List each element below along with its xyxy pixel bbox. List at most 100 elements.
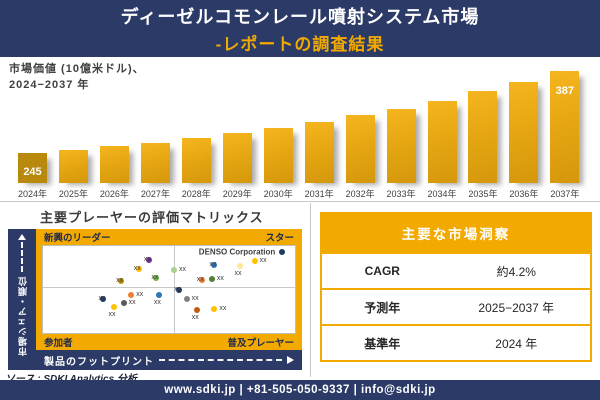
quadrant-label-top-left: 新興のリーダー (44, 233, 111, 244)
matrix-x-axis-band: 製品のフットプリント (36, 350, 302, 370)
right-arrow-icon (287, 356, 294, 364)
matrix-point: xx (208, 275, 224, 285)
horizontal-divider (0, 201, 600, 202)
bar-year-label: 2024年 (17, 189, 48, 199)
matrix-point: xx (151, 274, 162, 284)
dashed-line-horizontal (159, 359, 282, 361)
matrix-point: xx (183, 295, 199, 305)
point-label: xx (108, 310, 116, 318)
scatter-dot (251, 257, 258, 264)
bar-value-label: 245 (23, 166, 42, 178)
scatter-dot (100, 296, 107, 303)
matrix-y-axis-band: 市場シェア・順位 (8, 229, 36, 370)
point-label: xx (98, 295, 106, 303)
chart-label-line2: 2024−2037 年 (9, 78, 90, 91)
bar-year-label: 2027年 (140, 189, 170, 199)
bar-year-label: 2030年 (263, 189, 293, 199)
report-title-line1: ディーゼルコモンレール噴射システム市場 (120, 6, 480, 27)
scatter-dot (198, 276, 205, 283)
matrix-point: xx (134, 265, 145, 275)
quadrant-line-horizontal (43, 286, 295, 288)
scatter-dot (211, 305, 218, 312)
point-label: xx (209, 261, 217, 269)
bar-year-label: 2026年 (99, 189, 129, 199)
bar-2031年 (304, 122, 334, 183)
quadrant-label-bottom-right: 普及プレーヤー (227, 338, 294, 349)
footer-contact-text: www.sdki.jp | +81-505-050-9337 | info@sd… (164, 384, 436, 396)
point-label: xx (116, 276, 124, 284)
scatter-dot (145, 256, 152, 263)
source-note: ソース : SDKI Analytics 分析 (5, 370, 137, 385)
table-row: CAGR 約4.2% (322, 252, 590, 288)
point-label: xx (174, 286, 182, 294)
matrix-point: xx (209, 261, 220, 271)
row-label-forecast-year: 予測年 (364, 300, 401, 315)
matrix-point: xx (192, 307, 203, 321)
scatter-dot (208, 276, 215, 283)
point-label: xx (191, 295, 199, 303)
matrix-y-axis-label: 市場シェア・順位 (17, 276, 28, 356)
bar-2024年: 245 (18, 153, 47, 183)
point-label: xx (259, 256, 267, 264)
bar-2034年 (427, 100, 457, 183)
matrix-point: xx (251, 257, 267, 267)
player-matrix: 市場シェア・順位 新興のリーダー スター DENSO Corporation x… (8, 229, 302, 370)
point-label: xx (143, 255, 151, 263)
point-label: xx (196, 275, 204, 283)
point-label: xx (136, 290, 144, 298)
scatter-dot (171, 267, 178, 274)
scatter-dot (155, 291, 162, 298)
quadrant-label-bottom-left: 参加者 (44, 338, 73, 349)
bar-year-label: 2035年 (468, 189, 498, 199)
report-header: ディーゼルコモンレール噴射システム市場 -レポートの調査結果 (0, 0, 600, 57)
point-label: xx (219, 304, 227, 312)
matrix-point: xx (174, 286, 185, 296)
matrix-point: xx (109, 303, 120, 318)
chart-axis-label: 市場価値 (10億米ドル)、 2024−2037 年 (9, 62, 145, 94)
up-arrow-icon (18, 234, 26, 240)
bar-chart-section: 市場価値 (10億米ドル)、 2024−2037 年 245 2024年 2025年… (0, 57, 600, 201)
point-label: xx (133, 265, 141, 273)
point-label: xx (234, 270, 242, 277)
dashed-line-vertical (21, 242, 23, 272)
point-label: xx (151, 274, 159, 282)
matrix-gold-frame: 新興のリーダー スター DENSO Corporation xx xx xx xx xx… (36, 229, 302, 350)
bar-2037年: 387 (550, 71, 580, 183)
row-value-cagr: 約4.2% (496, 264, 536, 279)
matrix-plot-area: DENSO Corporation xx xx xx xx xx xx xx xx xx xx xx… (42, 245, 296, 334)
matrix-x-axis-label: 製品のフットプリント (44, 356, 154, 368)
vertical-divider (310, 203, 311, 377)
bar-2035年 (468, 91, 498, 183)
bar-2027年 (140, 142, 170, 183)
point-label: xx (128, 299, 136, 307)
bar-year-label: 2036年 (509, 189, 539, 199)
point-label: xx (191, 314, 199, 322)
matrix-bottom-labels: 参加者 普及プレーヤー (42, 334, 296, 350)
matrix-point: xx (128, 291, 143, 301)
chart-label-line1: 市場価値 (10億米ドル)、 (9, 63, 145, 75)
bar-year-label: 2032年 (345, 189, 375, 199)
row-value-base-year: 2024 年 (495, 336, 538, 351)
bar-year-label: 2033年 (386, 189, 416, 199)
matrix-title: 主要プレーヤーの評価マトリックス (40, 210, 264, 225)
scatter-dot (128, 291, 135, 298)
matrix-point: xx (197, 276, 208, 286)
scatter-dot (193, 307, 200, 314)
scatter-dot (183, 296, 190, 303)
bar-year-label: 2037年 (550, 189, 580, 199)
row-label-cagr: CAGR (364, 264, 400, 278)
footer-contact-bar: www.sdki.jp | +81-505-050-9337 | info@sd… (0, 380, 600, 400)
matrix-point: xx (235, 263, 246, 277)
matrix-point (279, 249, 288, 258)
bar-2025年 (58, 149, 88, 183)
scatter-dot (110, 303, 117, 310)
scatter-dot (279, 249, 286, 256)
insights-table-header: 主要な市場洞察 (322, 214, 590, 252)
scatter-dot (135, 266, 142, 273)
scatter-dot (153, 275, 160, 282)
bar-value-label: 387 (555, 85, 575, 97)
bar-2029年 (222, 133, 252, 183)
matrix-point: xx (116, 277, 127, 287)
matrix-point: xx (120, 299, 136, 309)
